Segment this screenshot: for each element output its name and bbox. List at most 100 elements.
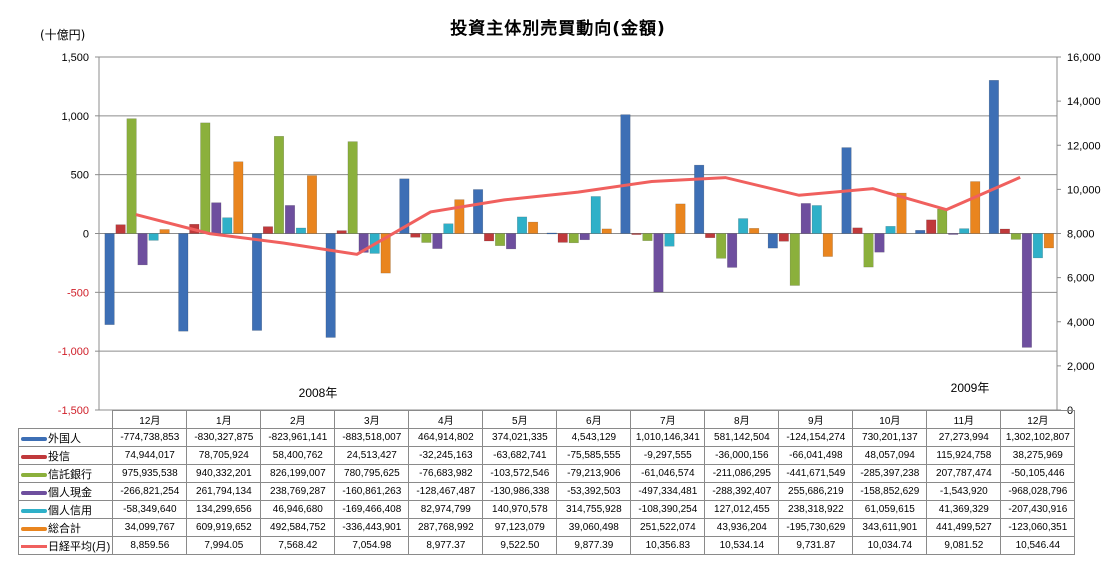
bar-個人信用 xyxy=(811,205,822,234)
bar-総合計 xyxy=(454,199,465,234)
data-label: -130,986,338 xyxy=(482,482,558,501)
data-label: 581,142,504 xyxy=(704,428,780,447)
bar-信託銀行 xyxy=(200,122,211,234)
bar-個人現金 xyxy=(653,233,664,293)
data-label: -75,585,555 xyxy=(556,446,632,465)
legend-swatch-icon xyxy=(21,526,47,531)
bar-個人現金 xyxy=(137,233,148,266)
category-label: 3月 xyxy=(334,410,410,429)
data-label: -32,245,163 xyxy=(408,446,484,465)
data-label: 9,081.52 xyxy=(926,536,1002,555)
line-nikkei xyxy=(135,175,1021,256)
data-label: 464,914,802 xyxy=(408,428,484,447)
category-label: 6月 xyxy=(556,410,632,429)
bar-個人現金 xyxy=(727,233,738,268)
data-label: 140,970,578 xyxy=(482,500,558,519)
chart-title: 投資主体別売買動向(金額) xyxy=(450,19,666,39)
data-label: -441,671,549 xyxy=(778,464,854,483)
data-label: 82,974,799 xyxy=(408,500,484,519)
data-label: -36,000,156 xyxy=(704,446,780,465)
bar-信託銀行 xyxy=(126,118,137,234)
table-header-row: 12月 1月 2月 3月 4月 5月 6月 7月 8月 9月 10月 11月 12月 xyxy=(18,410,1076,429)
data-label: -774,738,853 xyxy=(112,428,188,447)
data-label: 826,199,007 xyxy=(260,464,336,483)
data-label: -53,392,503 xyxy=(556,482,632,501)
table-row: 個人信用 -58,349,640 134,299,656 46,946,680 -169… xyxy=(17,500,1076,519)
data-label: -823,961,141 xyxy=(260,428,336,447)
table-row: 総合計 34,099,767 609,919,652 492,584,752 -336,… xyxy=(17,518,1076,537)
bar-総合計 xyxy=(601,228,612,234)
y2-tick-label: 6,000 xyxy=(1067,273,1095,285)
legend-swatch-icon xyxy=(21,436,47,441)
data-label: 261,794,134 xyxy=(186,482,262,501)
data-label: -124,154,274 xyxy=(778,428,854,447)
bar-個人現金 xyxy=(432,233,443,249)
bar-個人信用 xyxy=(1032,233,1043,259)
data-label: 10,356.83 xyxy=(630,536,706,555)
data-label: -61,046,574 xyxy=(630,464,706,483)
data-label: -169,466,408 xyxy=(334,500,410,519)
data-label: 940,332,201 xyxy=(186,464,262,483)
legend-swatch-icon xyxy=(21,508,47,513)
bar-外国人 xyxy=(546,232,557,235)
bar-外国人 xyxy=(767,233,778,249)
data-label: -285,397,238 xyxy=(852,464,928,483)
year-label: 2008年 xyxy=(299,386,338,400)
bar-投信 xyxy=(778,233,789,242)
y2-tick-label: 10,000 xyxy=(1067,184,1101,196)
bar-信託銀行 xyxy=(863,233,874,268)
bar-信託銀行 xyxy=(937,208,948,234)
series-name: 投信 xyxy=(48,450,70,463)
data-label: -58,349,640 xyxy=(112,500,188,519)
bar-信託銀行 xyxy=(495,233,506,246)
data-label: 115,924,758 xyxy=(926,446,1002,465)
data-label: 7,054.98 xyxy=(334,536,410,555)
bar-外国人 xyxy=(620,114,631,234)
table-row: 個人現金 -266,821,254 261,794,134 238,769,287 -1… xyxy=(17,482,1076,501)
bar-外国人 xyxy=(915,230,926,234)
y-tick-label: 500 xyxy=(71,170,89,182)
data-label: -1,543,920 xyxy=(926,482,1002,501)
bar-信託銀行 xyxy=(568,233,579,244)
legend-entry: 個人現金 xyxy=(17,482,114,501)
bar-投信 xyxy=(336,230,347,234)
bar-総合計 xyxy=(749,228,760,234)
data-label: -211,086,295 xyxy=(704,464,780,483)
bar-個人信用 xyxy=(664,233,675,247)
legend-swatch-icon xyxy=(21,490,47,495)
bar-個人信用 xyxy=(738,218,749,234)
legend-swatch-icon xyxy=(21,545,47,549)
bar-個人現金 xyxy=(506,233,517,250)
series-name: 日経平均(月) xyxy=(48,540,111,553)
data-label: 975,935,538 xyxy=(112,464,188,483)
bar-外国人 xyxy=(399,178,410,234)
bar-個人信用 xyxy=(443,223,454,234)
data-label: -336,443,901 xyxy=(334,518,410,537)
data-label: 10,534.14 xyxy=(704,536,780,555)
data-label: 238,769,287 xyxy=(260,482,336,501)
category-label: 5月 xyxy=(482,410,558,429)
data-label: -63,682,741 xyxy=(482,446,558,465)
data-label: 1,010,146,341 xyxy=(630,428,706,447)
data-label: 1,302,102,807 xyxy=(1000,428,1076,447)
data-label: 134,299,656 xyxy=(186,500,262,519)
bar-信託銀行 xyxy=(716,233,727,259)
data-label: 39,060,498 xyxy=(556,518,632,537)
data-label: 4,543,129 xyxy=(556,428,632,447)
data-label: -207,430,916 xyxy=(1000,500,1076,519)
bar-個人現金 xyxy=(1021,233,1032,348)
bar-投信 xyxy=(115,224,126,234)
bar-個人信用 xyxy=(885,226,896,234)
bar-外国人 xyxy=(694,164,705,234)
bar-外国人 xyxy=(251,233,262,331)
bar-総合計 xyxy=(528,221,539,234)
data-label: 374,021,335 xyxy=(482,428,558,447)
y-tick-label: 1,500 xyxy=(61,52,89,64)
year-label: 2009年 xyxy=(951,381,990,395)
data-label: 314,755,928 xyxy=(556,500,632,519)
data-label: -50,105,446 xyxy=(1000,464,1076,483)
y-tick-label: 1,000 xyxy=(61,111,89,123)
data-label: 730,201,137 xyxy=(852,428,928,447)
bar-個人信用 xyxy=(222,217,233,234)
